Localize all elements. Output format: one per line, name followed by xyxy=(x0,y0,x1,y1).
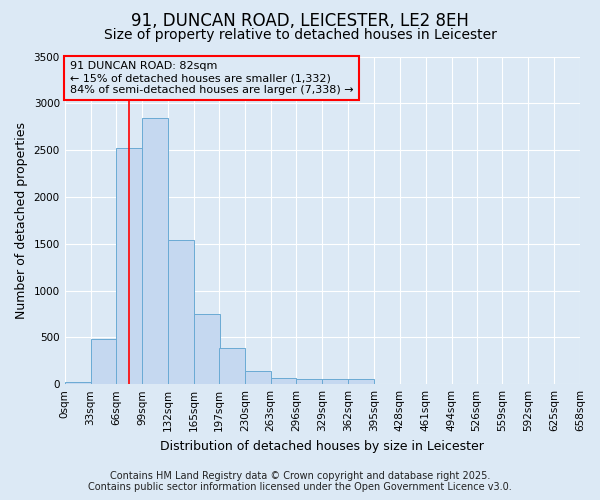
Y-axis label: Number of detached properties: Number of detached properties xyxy=(15,122,28,319)
Bar xyxy=(142,118,168,384)
Text: Contains HM Land Registry data © Crown copyright and database right 2025.
Contai: Contains HM Land Registry data © Crown c… xyxy=(88,471,512,492)
Bar xyxy=(219,348,245,384)
X-axis label: Distribution of detached houses by size in Leicester: Distribution of detached houses by size … xyxy=(160,440,484,452)
Bar xyxy=(168,240,194,384)
Bar xyxy=(194,314,220,384)
Bar xyxy=(322,380,348,384)
Text: Size of property relative to detached houses in Leicester: Size of property relative to detached ho… xyxy=(104,28,496,42)
Bar xyxy=(116,148,142,384)
Bar xyxy=(245,371,271,384)
Bar xyxy=(91,339,116,384)
Text: 91 DUNCAN ROAD: 82sqm
← 15% of detached houses are smaller (1,332)
84% of semi-d: 91 DUNCAN ROAD: 82sqm ← 15% of detached … xyxy=(70,62,353,94)
Text: 91, DUNCAN ROAD, LEICESTER, LE2 8EH: 91, DUNCAN ROAD, LEICESTER, LE2 8EH xyxy=(131,12,469,30)
Bar xyxy=(271,378,296,384)
Bar xyxy=(348,380,374,384)
Bar xyxy=(296,380,322,384)
Bar xyxy=(65,382,91,384)
